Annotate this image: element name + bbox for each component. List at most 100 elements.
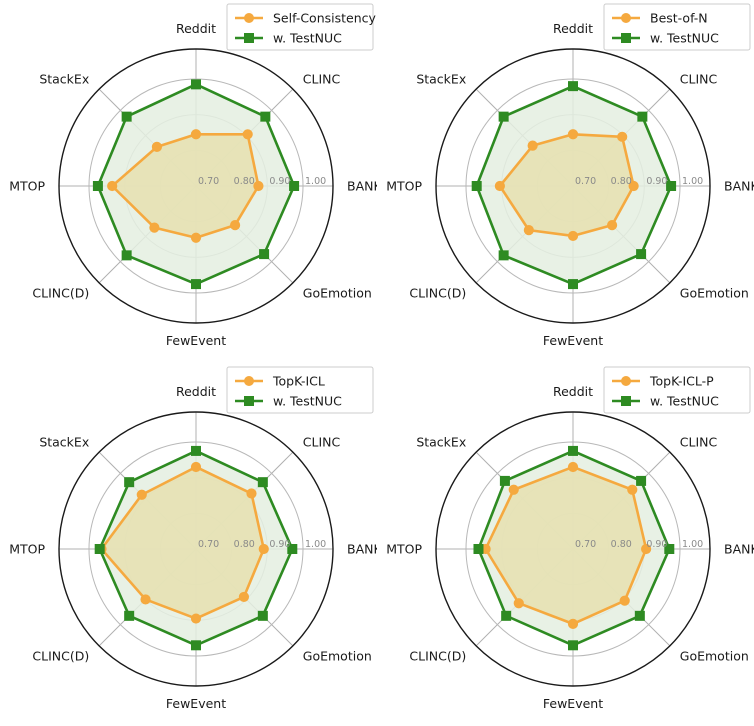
category-label-fewevent: FewEvent [166,696,226,711]
data-point-marker [498,111,509,122]
data-point-marker [149,222,160,233]
data-point-marker [253,180,264,192]
data-point-marker [471,181,482,191]
data-point-marker [190,613,202,624]
data-point-marker [473,544,484,554]
data-point-marker [191,79,201,90]
category-label-clinc: CLINC [680,435,718,450]
data-point-marker [636,475,647,486]
legend-label: w. TestNUC [273,394,342,409]
category-label-reddit: Reddit [176,384,216,399]
category-label-stackex: StackEx [39,435,89,450]
data-point-marker [567,230,579,242]
data-point-marker [494,180,505,192]
category-label-mtop: MTOP [386,542,422,557]
category-label-goemotion: GoEmotion [680,285,749,300]
tick-label: 0.90 [646,539,667,550]
legend-box [226,3,374,51]
tick-label: 0.80 [611,176,632,187]
data-point-marker [501,610,512,621]
radial-tick-labels: 0.70 0.80 0.90 1.00 [198,176,326,187]
legend-box [226,366,374,414]
data-point-marker [568,81,578,92]
data-point-marker [634,610,645,621]
data-point-marker [124,477,135,488]
category-label-goemotion: GoEmotion [303,285,372,300]
tick-label: 0.70 [198,176,219,187]
legend-label: TopK-ICL [272,374,325,389]
tick-label: 0.90 [269,176,290,187]
data-point-marker [499,475,510,486]
legend-label: w. TestNUC [273,31,342,46]
legend-marker [244,376,254,386]
category-label-bank: BANK [347,179,377,194]
legend-box [603,3,751,51]
data-point-marker [619,595,630,606]
category-label-fewevent: FewEvent [543,696,603,711]
data-point-marker [260,111,271,122]
data-point-marker [190,129,202,140]
data-point-marker [246,488,257,499]
data-point-marker [238,591,250,603]
legend-label: TopK-ICL-P [649,374,714,389]
data-point-marker [636,249,647,260]
data-point-marker [258,543,269,555]
data-point-marker [107,180,118,192]
data-point-marker [527,140,538,151]
legend-marker [621,13,631,23]
legend: Best-of-N w. TestNUC [603,3,751,51]
data-point-marker [627,484,638,495]
radar-outer-boundary [58,411,334,687]
category-label-clinc: CLINC [303,72,341,87]
category-label-clinc-d: CLINC(D) [409,648,466,663]
data-point-marker [637,111,648,122]
radar-panel-bottom-left: 0.70 0.80 0.90 1.00 Reddit CLINC BANK GoEmotion… [0,363,377,726]
data-point-marker [628,180,639,192]
radar-panel-top-left: 0.70 0.80 0.90 1.00 Reddit CLINC BANK GoEmotion… [0,0,377,363]
radar-panel-bottom-right: 0.70 0.80 0.90 1.00 Reddit CLINC BANK GoEmotion… [377,363,754,726]
tick-label: 0.80 [234,176,255,187]
category-label-reddit: Reddit [553,384,593,399]
data-point-marker [513,598,524,609]
data-point-marker [191,279,201,290]
category-label-clinc: CLINC [303,435,341,450]
category-label-mtop: MTOP [386,179,422,194]
legend-label: Self-Consistency [273,11,377,26]
tick-label: 0.80 [611,539,632,550]
category-label-clinc: CLINC [680,72,718,87]
category-label-stackex: StackEx [39,72,89,87]
radial-tick-labels: 0.70 0.80 0.90 1.00 [575,176,703,187]
category-labels: Reddit CLINC BANK GoEmotion FewEvent CLINC(D)… [9,384,377,711]
category-label-clinc-d: CLINC(D) [32,648,89,663]
legend-marker [621,376,631,386]
data-point-marker [191,445,201,456]
data-point-marker [257,610,268,621]
data-point-marker [121,250,132,261]
category-label-stackex: StackEx [416,435,466,450]
category-labels: Reddit CLINC BANK GoEmotion FewEvent CLINC(D)… [386,21,754,348]
data-point-marker [568,279,578,290]
category-label-clinc-d: CLINC(D) [32,285,89,300]
category-label-bank: BANK [724,179,754,194]
tick-label: 1.00 [305,176,326,187]
legend-marker [621,396,631,406]
category-label-fewevent: FewEvent [543,333,603,348]
tick-label: 0.90 [646,176,667,187]
radar-area-baseline [499,134,634,236]
data-point-marker [567,461,579,473]
legend: TopK-ICL-P w. TestNUC [603,366,751,414]
data-point-marker [140,594,151,605]
category-labels: Reddit CLINC BANK GoEmotion FewEvent CLINC(D)… [386,384,754,711]
radial-tick-labels: 0.70 0.80 0.90 1.00 [575,539,703,550]
data-point-marker [617,131,628,142]
tick-label: 1.00 [682,176,703,187]
category-label-fewevent: FewEvent [166,333,226,348]
radar-panel-top-right: 0.70 0.80 0.90 1.00 Reddit CLINC BANK GoEmotion… [377,0,754,363]
category-label-goemotion: GoEmotion [680,648,749,663]
data-point-marker [229,219,241,231]
radar-outer-boundary [435,48,711,324]
legend-marker [244,396,254,406]
legend-box [603,366,751,414]
data-point-marker [289,181,300,191]
tick-label: 1.00 [682,539,703,550]
